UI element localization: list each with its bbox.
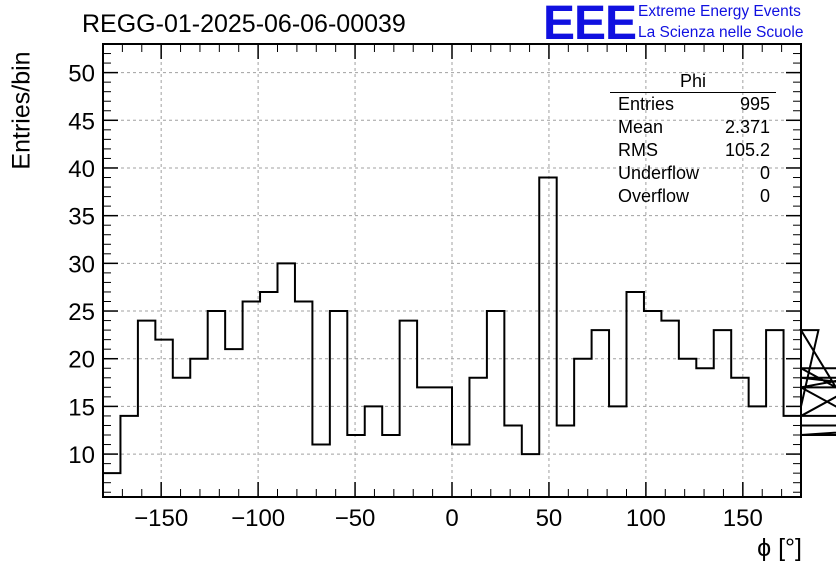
x-tick-label: 50 <box>536 505 563 532</box>
histogram-bin <box>260 292 277 497</box>
histogram-bin <box>452 445 469 497</box>
stats-row: Entries 995 <box>610 93 776 116</box>
histogram-bin <box>103 473 120 497</box>
histogram-bin <box>469 378 486 497</box>
histogram-bin <box>120 416 137 497</box>
histogram-bin <box>400 321 417 497</box>
stats-label: Overflow <box>618 186 690 206</box>
histogram-bin <box>592 330 609 497</box>
x-tick-label: 0 <box>445 505 458 532</box>
stats-value: 995 <box>739 94 770 114</box>
y-tick-label: 45 <box>68 108 95 135</box>
stats-title: Phi <box>610 70 776 93</box>
stats-label: Entries <box>618 94 675 114</box>
stats-row: Mean 2.371 <box>610 116 776 139</box>
y-tick-label: 20 <box>68 347 95 374</box>
histogram-bin <box>749 406 766 497</box>
histogram-bin <box>784 416 801 497</box>
histogram-bin <box>295 301 312 497</box>
histogram-bin <box>225 349 242 497</box>
x-tick-label: 100 <box>626 505 666 532</box>
histogram-bin <box>243 301 260 497</box>
histogram-bin <box>155 340 172 497</box>
histogram-bin <box>574 359 591 497</box>
histogram-bin <box>382 435 399 497</box>
histogram-bin <box>522 454 539 497</box>
histogram-bin <box>714 330 731 497</box>
x-tick-label: −150 <box>134 505 188 532</box>
stats-label: Underflow <box>618 163 700 183</box>
histogram-bin <box>487 311 504 497</box>
stats-label: Mean <box>618 117 664 137</box>
histogram-bin <box>330 311 347 497</box>
stats-label: RMS <box>618 140 658 160</box>
logo-line-1: Extreme Energy Events <box>638 3 801 20</box>
histogram-bin <box>609 406 626 497</box>
histogram-bin <box>661 321 678 497</box>
histogram-bin <box>766 330 783 497</box>
histogram-bin <box>696 368 713 497</box>
y-tick-label: 35 <box>68 204 95 231</box>
histogram-bin <box>347 435 364 497</box>
y-tick-label: 15 <box>68 394 95 421</box>
histogram-bin <box>417 387 434 497</box>
histogram-bin <box>173 378 190 497</box>
histogram-bin <box>644 311 661 497</box>
stats-value: 0 <box>759 186 770 206</box>
y-axis-label: Entries/bin <box>7 51 36 170</box>
histogram-bin <box>679 359 696 497</box>
histogram-bin <box>557 425 574 497</box>
stats-row: Overflow 0 <box>610 185 776 208</box>
stats-box: Phi Entries 995 Mean 2.371 RMS 105.2 Und… <box>610 70 776 208</box>
stats-value: 0 <box>759 163 770 183</box>
histogram-bin <box>731 378 748 497</box>
histogram-bin <box>365 406 382 497</box>
histogram-bin <box>435 387 452 497</box>
histogram-bin <box>627 292 644 497</box>
stats-value: 105.2 <box>724 140 770 160</box>
histogram-bin <box>504 425 521 497</box>
stats-row: RMS 105.2 <box>610 139 776 162</box>
x-axis-label: ϕ [°] <box>757 534 802 562</box>
y-tick-label: 50 <box>68 61 95 88</box>
y-tick-label: 10 <box>68 442 95 469</box>
stats-value: 2.371 <box>724 117 770 137</box>
y-tick-label: 30 <box>68 251 95 278</box>
y-tick-label: 40 <box>68 156 95 183</box>
eee-logo: EEE <box>543 0 637 50</box>
x-tick-label: −100 <box>231 505 285 532</box>
histogram-bin <box>312 445 329 497</box>
x-tick-label: 150 <box>723 505 763 532</box>
x-tick-label: −50 <box>335 505 376 532</box>
histogram-bin <box>138 321 155 497</box>
histogram-outline <box>102 176 836 497</box>
logo-line-2: La Scienza nelle Scuole <box>638 24 804 41</box>
histogram-bin <box>278 263 295 497</box>
y-tick-label: 25 <box>68 299 95 326</box>
chart-title: REGG-01-2025-06-06-00039 <box>82 10 406 38</box>
stats-row: Underflow 0 <box>610 162 776 185</box>
histogram-bin <box>190 359 207 497</box>
histogram-bin <box>208 311 225 497</box>
histogram-bin <box>539 178 556 497</box>
